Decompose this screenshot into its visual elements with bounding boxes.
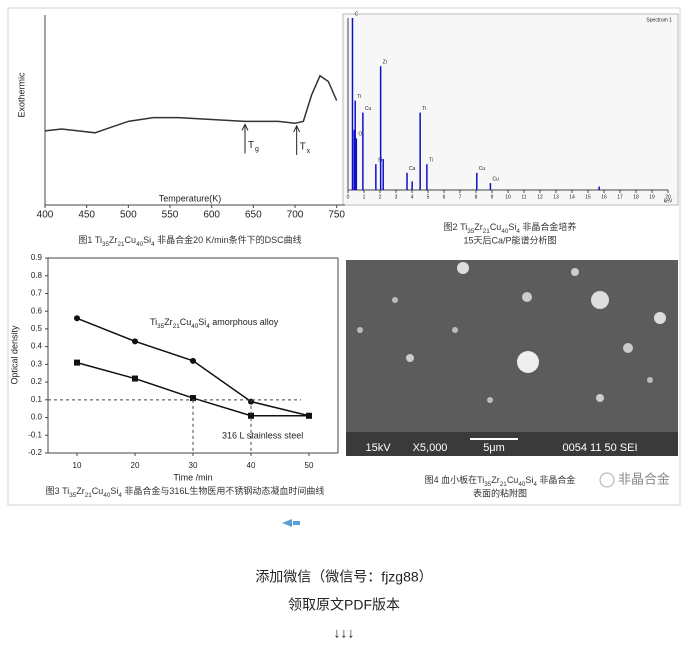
caption: 15天后Ca/P能谱分析图 <box>463 234 556 245</box>
caption: 图2 Ti35Zr21Cu40Si4 非晶合金培养 <box>444 221 577 235</box>
x-tick-label: 0 <box>347 194 350 200</box>
x-tick-label: 18 <box>633 194 639 200</box>
y-axis-label: Exothermic <box>16 72 26 118</box>
x-tick-label: 10 <box>505 194 511 200</box>
x-tick-label: 20 <box>131 461 140 470</box>
arrow-head <box>293 124 301 133</box>
y-tick-label: 0.3 <box>31 359 43 368</box>
x-tick-label: 3 <box>395 194 398 200</box>
x-tick-label: 9 <box>491 194 494 200</box>
point <box>190 395 196 402</box>
footer-text: ↓↓↓ <box>334 625 355 641</box>
x-tick-label: 10 <box>73 461 82 470</box>
x-tick-label: 5 <box>427 194 430 200</box>
annotation-sub: x <box>307 148 311 155</box>
series-label: 316 L stainless steel <box>222 430 303 440</box>
x-tick-label: 8 <box>475 194 478 200</box>
peak-label: O <box>358 132 362 138</box>
sem-label: 0054 11 50 SEI <box>562 442 637 454</box>
y-axis-label: Optical density <box>9 325 19 385</box>
peak-label: Ti <box>422 106 426 112</box>
y-tick-label: 0.5 <box>31 324 43 333</box>
x-axis-label: keV <box>664 198 673 204</box>
peak-label: Ca <box>409 166 416 172</box>
y-tick-label: 0.6 <box>31 306 43 315</box>
y-tick-label: 0.1 <box>31 395 43 404</box>
point <box>132 375 138 382</box>
y-tick-label: 0.7 <box>31 289 43 298</box>
peak-label: C <box>354 11 358 17</box>
caption: 图4 血小板在Ti35Zr21Cu40Si4 非晶合金 <box>425 474 576 488</box>
x-tick-label: 2 <box>379 194 382 200</box>
x-tick-label: 7 <box>459 194 462 200</box>
arrow-icon <box>282 519 300 527</box>
annotation: T <box>248 140 254 151</box>
peak-label: Ti <box>357 94 361 100</box>
annotation-sub: g <box>255 146 259 153</box>
y-tick-label: 0.8 <box>31 271 43 280</box>
y-tick-label: -0.2 <box>28 448 42 457</box>
y-tick-label: 0.9 <box>31 253 43 262</box>
watermark: 非晶合金 <box>618 471 670 486</box>
x-tick-label: 40 <box>247 461 256 470</box>
eds-image <box>342 13 679 206</box>
x-tick-label: 15 <box>585 194 591 200</box>
x-tick-label: 19 <box>649 194 655 200</box>
footer-text: 添加微信（微信号：fjzg88） <box>255 569 432 585</box>
x-tick-label: 750 <box>328 210 345 221</box>
x-tick-label: 12 <box>537 194 543 200</box>
y-tick-label: -0.1 <box>28 430 42 439</box>
peak-label: Cu <box>365 106 372 112</box>
caption: 表面的粘附图 <box>473 487 527 498</box>
x-tick-label: 550 <box>162 210 179 221</box>
x-tick-label: 13 <box>553 194 559 200</box>
point <box>74 359 80 366</box>
peak-label: Cu <box>492 176 499 182</box>
x-tick-label: 16 <box>601 194 607 200</box>
point <box>190 357 196 364</box>
x-tick-label: 650 <box>245 210 262 221</box>
x-tick-label: 600 <box>203 210 220 221</box>
x-tick-label: 20 <box>665 194 671 200</box>
x-tick-label: 6 <box>443 194 446 200</box>
x-tick-label: 500 <box>120 210 137 221</box>
x-axis-label: Time /min <box>173 472 212 482</box>
data-line <box>44 74 338 134</box>
chart-title: Spectrum 1 <box>646 17 672 23</box>
x-tick-label: 50 <box>305 461 314 470</box>
sem-label: 5μm <box>483 442 505 454</box>
peak-label: Cu <box>479 166 486 172</box>
point <box>306 412 312 419</box>
x-tick-label: 700 <box>287 210 304 221</box>
caption: 图1 Ti35Zr21Cu40Si4 非晶合金20 K/min条件下的DSC曲线 <box>78 234 301 248</box>
point <box>132 338 138 345</box>
sem-label: 15kV <box>365 442 391 454</box>
arrow-head <box>241 123 249 131</box>
sem-image <box>346 260 678 456</box>
caption: 图3 Ti35Zr21Cu40Si4 非晶合金与316L生物医用不锈钢动态凝血时… <box>46 485 325 499</box>
point <box>74 315 80 322</box>
x-tick-label: 1 <box>363 194 366 200</box>
peak-label: Zr <box>383 59 388 65</box>
sem-label: X5,000 <box>413 442 448 454</box>
x-tick-label: 4 <box>411 194 414 200</box>
annotation: T <box>300 142 306 153</box>
x-tick-label: 450 <box>78 210 95 221</box>
x-axis-label: Temperature(K) <box>159 193 222 203</box>
peak-label: Ti <box>429 158 433 164</box>
x-tick-label: 11 <box>521 194 526 200</box>
footer-text: 领取原文PDF版本 <box>288 597 400 613</box>
x-tick-label: 30 <box>189 461 198 470</box>
series-label: Ti35Zr21Cu40Si4 amorphous alloy <box>150 317 279 330</box>
point <box>248 412 254 419</box>
content-border <box>7 7 681 506</box>
x-tick-label: 14 <box>569 194 575 200</box>
x-tick-label: 400 <box>37 210 54 221</box>
x-tick-label: 17 <box>617 194 623 200</box>
y-tick-label: 0.4 <box>31 342 43 351</box>
y-tick-label: 0.2 <box>31 377 43 386</box>
watermark-icon <box>599 472 615 488</box>
y-tick-label: 0.0 <box>31 413 43 422</box>
